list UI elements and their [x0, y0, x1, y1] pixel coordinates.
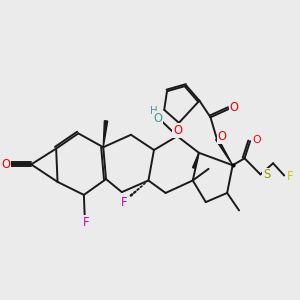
Text: O: O [173, 124, 182, 137]
Text: O: O [252, 135, 260, 145]
Text: O: O [230, 101, 239, 114]
Text: H: H [150, 106, 157, 116]
Text: O: O [1, 158, 10, 171]
Text: S: S [263, 168, 270, 182]
Text: O: O [218, 130, 226, 143]
Polygon shape [193, 153, 199, 168]
Polygon shape [103, 121, 108, 147]
Text: F: F [83, 215, 89, 229]
Text: F: F [287, 169, 294, 182]
Polygon shape [216, 138, 233, 165]
Text: O: O [154, 112, 163, 125]
Text: F: F [121, 196, 128, 208]
